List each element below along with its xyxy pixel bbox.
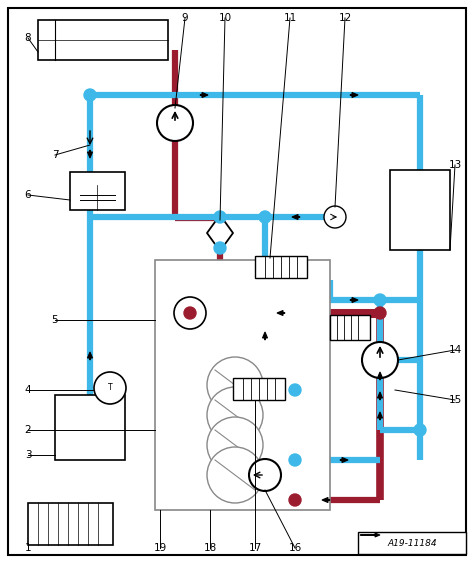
Text: 17: 17 — [248, 543, 262, 553]
Text: 18: 18 — [203, 543, 217, 553]
FancyArrow shape — [377, 392, 383, 400]
FancyArrow shape — [350, 92, 358, 97]
Circle shape — [374, 294, 386, 306]
FancyArrow shape — [200, 92, 208, 97]
Circle shape — [94, 372, 126, 404]
Text: 5: 5 — [52, 315, 58, 325]
Polygon shape — [207, 215, 233, 251]
FancyArrow shape — [377, 372, 383, 380]
Text: 3: 3 — [25, 450, 31, 460]
Circle shape — [84, 89, 96, 101]
FancyArrow shape — [350, 297, 358, 302]
Circle shape — [157, 105, 193, 141]
Bar — [38, 20, 168, 60]
Circle shape — [374, 307, 386, 319]
FancyArrow shape — [292, 215, 300, 220]
Circle shape — [259, 211, 271, 223]
Text: 1: 1 — [25, 543, 31, 553]
Text: 6: 6 — [25, 190, 31, 200]
Bar — [233, 378, 285, 400]
Circle shape — [362, 342, 398, 378]
Text: 10: 10 — [219, 13, 232, 23]
Text: 2: 2 — [25, 425, 31, 435]
FancyArrow shape — [88, 352, 92, 360]
Bar — [155, 260, 330, 510]
Circle shape — [174, 297, 206, 329]
Circle shape — [184, 307, 196, 319]
Text: 15: 15 — [448, 395, 462, 405]
Circle shape — [289, 454, 301, 466]
Bar — [55, 395, 125, 460]
FancyArrow shape — [263, 332, 267, 340]
Bar — [28, 503, 113, 545]
FancyArrow shape — [277, 311, 285, 315]
Bar — [70, 172, 125, 210]
Text: T: T — [108, 383, 112, 392]
Circle shape — [214, 242, 226, 254]
Text: 19: 19 — [154, 543, 167, 553]
Bar — [255, 256, 307, 278]
Circle shape — [207, 417, 263, 473]
FancyArrow shape — [360, 533, 380, 537]
Text: 7: 7 — [52, 150, 58, 160]
Text: 16: 16 — [288, 543, 301, 553]
FancyArrow shape — [340, 458, 348, 462]
Circle shape — [207, 357, 263, 413]
Text: A19-11184: A19-11184 — [387, 538, 437, 547]
Circle shape — [289, 384, 301, 396]
Text: 9: 9 — [182, 13, 188, 23]
Text: 11: 11 — [283, 13, 297, 23]
FancyArrow shape — [322, 498, 330, 503]
Text: 14: 14 — [448, 345, 462, 355]
Circle shape — [214, 211, 226, 223]
Text: 12: 12 — [338, 13, 352, 23]
Circle shape — [414, 424, 426, 436]
FancyArrow shape — [88, 150, 92, 158]
Bar — [358, 532, 466, 554]
Bar — [390, 170, 450, 250]
Text: 4: 4 — [25, 385, 31, 395]
Text: T: T — [188, 309, 192, 318]
Text: 8: 8 — [25, 33, 31, 43]
Circle shape — [207, 447, 263, 503]
Circle shape — [324, 206, 346, 228]
Circle shape — [289, 494, 301, 506]
Text: 13: 13 — [448, 160, 462, 170]
Circle shape — [207, 387, 263, 443]
FancyArrow shape — [377, 412, 383, 420]
Circle shape — [249, 459, 281, 491]
Bar — [330, 315, 370, 340]
